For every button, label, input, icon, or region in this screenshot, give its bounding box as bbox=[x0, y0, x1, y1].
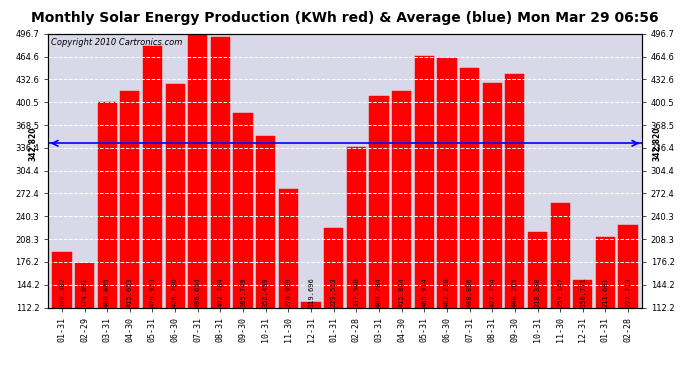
Bar bbox=[392, 92, 411, 308]
Text: 227.713: 227.713 bbox=[625, 277, 631, 307]
Bar bbox=[505, 74, 524, 308]
Bar bbox=[143, 46, 162, 308]
Text: 409.704: 409.704 bbox=[376, 277, 382, 307]
Text: 426.780: 426.780 bbox=[172, 277, 178, 307]
Text: 174.691: 174.691 bbox=[81, 277, 88, 307]
Text: 440.265: 440.265 bbox=[512, 277, 518, 307]
Bar bbox=[52, 252, 72, 308]
Bar bbox=[211, 37, 230, 308]
Bar bbox=[369, 96, 388, 308]
Bar bbox=[97, 102, 117, 308]
Text: 479.923: 479.923 bbox=[150, 277, 155, 307]
Bar bbox=[346, 147, 366, 308]
Bar bbox=[573, 280, 593, 308]
Text: 190.382: 190.382 bbox=[59, 277, 65, 307]
Text: Copyright 2010 Cartronics.com: Copyright 2010 Cartronics.com bbox=[51, 38, 183, 47]
Text: 342.820: 342.820 bbox=[652, 126, 661, 160]
Bar bbox=[415, 56, 434, 308]
Text: 223.513: 223.513 bbox=[331, 277, 337, 307]
Text: 352.459: 352.459 bbox=[263, 277, 268, 307]
Text: 427.754: 427.754 bbox=[489, 277, 495, 307]
Text: 415.653: 415.653 bbox=[127, 277, 133, 307]
Text: 211.601: 211.601 bbox=[602, 277, 609, 307]
Bar bbox=[120, 92, 139, 308]
Text: 119.696: 119.696 bbox=[308, 277, 314, 307]
Bar bbox=[75, 263, 94, 308]
Bar bbox=[188, 34, 208, 308]
Bar bbox=[279, 189, 298, 308]
Bar bbox=[302, 302, 321, 307]
Text: 278.999: 278.999 bbox=[286, 277, 291, 307]
Text: 448.896: 448.896 bbox=[466, 277, 473, 307]
Text: 465.914: 465.914 bbox=[422, 277, 427, 307]
Text: 259.147: 259.147 bbox=[557, 277, 563, 307]
Bar bbox=[618, 225, 638, 308]
Text: 492.704: 492.704 bbox=[217, 277, 224, 307]
Bar bbox=[460, 68, 479, 308]
Text: 385.749: 385.749 bbox=[240, 277, 246, 307]
Text: 150.771: 150.771 bbox=[580, 277, 586, 307]
Text: 415.844: 415.844 bbox=[399, 277, 404, 307]
Text: Monthly Solar Energy Production (KWh red) & Average (blue) Mon Mar 29 06:56: Monthly Solar Energy Production (KWh red… bbox=[31, 11, 659, 25]
Bar bbox=[482, 83, 502, 308]
Text: 400.405: 400.405 bbox=[104, 277, 110, 307]
Text: 496.654: 496.654 bbox=[195, 277, 201, 307]
Bar bbox=[551, 203, 570, 308]
Text: 462.218: 462.218 bbox=[444, 277, 450, 307]
Bar bbox=[256, 136, 275, 308]
Text: 342.820: 342.820 bbox=[29, 126, 38, 160]
Bar bbox=[233, 113, 253, 308]
Bar bbox=[528, 232, 547, 308]
Text: 218.330: 218.330 bbox=[535, 277, 540, 307]
Bar bbox=[437, 58, 457, 308]
Bar bbox=[596, 237, 615, 308]
Bar bbox=[324, 228, 344, 308]
Bar bbox=[166, 84, 185, 308]
Text: 337.548: 337.548 bbox=[353, 277, 359, 307]
